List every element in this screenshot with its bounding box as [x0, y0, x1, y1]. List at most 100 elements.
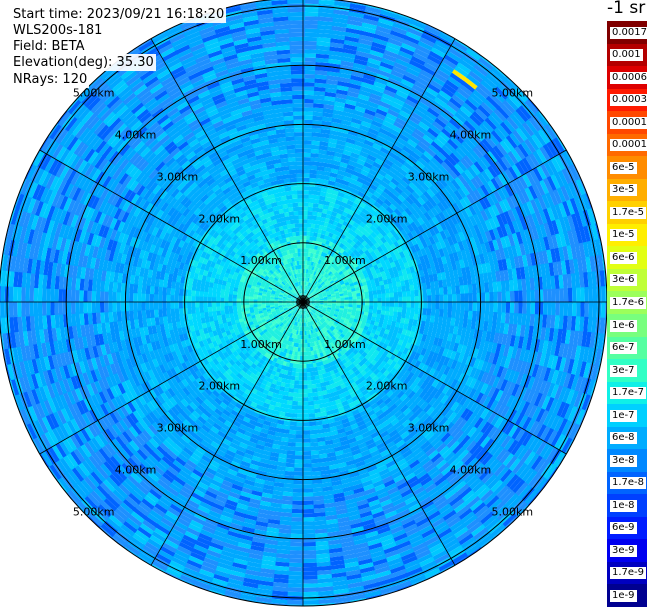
- data-cell: [303, 260, 306, 265]
- data-cell: [323, 273, 329, 278]
- data-cell: [276, 330, 282, 336]
- data-cell: [322, 307, 327, 310]
- data-cell: [296, 277, 299, 282]
- data-cell: [329, 288, 334, 292]
- data-cell: [275, 309, 280, 313]
- data-cell: [289, 324, 293, 329]
- data-cell: [292, 320, 296, 326]
- data-cell: [303, 148, 313, 154]
- data-cell: [338, 320, 344, 326]
- data-cell: [278, 267, 283, 272]
- data-cell: [303, 140, 313, 145]
- data-cell: [315, 318, 319, 323]
- data-cell: [316, 277, 321, 282]
- data-cell: [287, 294, 292, 297]
- data-cell: [304, 330, 307, 336]
- data-cell: [274, 276, 279, 282]
- data-cell: [325, 281, 330, 286]
- data-cell: [312, 319, 316, 325]
- data-cell: [296, 401, 303, 406]
- data-cell: [272, 313, 278, 318]
- data-cell: [313, 314, 317, 319]
- data-cell: [287, 306, 292, 309]
- data-cell: [309, 450, 319, 456]
- data-cell: [329, 280, 335, 285]
- data-cell: [303, 264, 306, 269]
- data-cell: [336, 317, 341, 322]
- data-cell: [323, 278, 328, 283]
- data-cell: [414, 289, 419, 297]
- data-cell: [287, 327, 292, 333]
- data-cell: [280, 333, 285, 338]
- data-cell: [317, 326, 322, 331]
- data-cell: [303, 144, 313, 149]
- data-cell: [295, 330, 299, 335]
- data-cell: [333, 322, 338, 327]
- data-cell: [291, 315, 295, 320]
- data-cell: [327, 307, 332, 310]
- data-cell: [316, 283, 321, 288]
- data-cell: [315, 312, 320, 316]
- data-cell: [286, 299, 291, 301]
- data-cell: [293, 316, 297, 321]
- data-cell: [295, 317, 298, 322]
- data-cell: [220, 305, 225, 311]
- data-cell: [330, 325, 336, 330]
- data-cell: [284, 264, 289, 269]
- data-cell: [335, 296, 341, 299]
- data-cell: [287, 276, 291, 282]
- data-cell: [295, 426, 303, 431]
- data-cell: [313, 328, 317, 333]
- data-cell: [307, 308, 311, 313]
- data-cell: [309, 442, 319, 447]
- data-cell: [472, 302, 477, 313]
- data-cell: [272, 278, 278, 283]
- data-cell: [265, 282, 270, 287]
- data-cell: [327, 283, 332, 288]
- data-cell: [456, 302, 461, 312]
- data-cell: [283, 307, 288, 311]
- data-cell: [327, 302, 332, 304]
- data-cell: [282, 286, 287, 290]
- data-cell: [291, 296, 296, 299]
- data-cell: [285, 458, 295, 464]
- data-cell: [303, 289, 305, 294]
- data-cell: [304, 335, 307, 340]
- data-cell: [289, 271, 293, 276]
- data-cell: [288, 313, 292, 318]
- data-cell: [455, 285, 461, 295]
- data-cell: [377, 293, 382, 299]
- data-cell: [459, 310, 465, 320]
- data-cell: [322, 271, 327, 277]
- data-cell: [311, 303, 316, 305]
- data-cell: [330, 311, 335, 315]
- data-cell: [319, 319, 324, 324]
- data-cell: [298, 322, 301, 327]
- data-cell: [282, 319, 287, 324]
- data-cell: [294, 292, 298, 296]
- data-cell: [279, 277, 284, 282]
- data-cell: [280, 310, 285, 314]
- data-cell: [291, 310, 295, 315]
- data-cell: [296, 322, 299, 327]
- data-cell: [278, 321, 283, 326]
- data-cell: [145, 292, 150, 302]
- data-cell: [303, 128, 314, 133]
- data-cell: [313, 285, 317, 290]
- data-cell: [271, 310, 276, 314]
- data-cell: [324, 287, 329, 291]
- data-cell: [318, 264, 323, 269]
- data-cell: [328, 278, 334, 283]
- data-cell: [290, 177, 298, 183]
- data-cell: [263, 286, 269, 291]
- data-cell: [326, 329, 331, 335]
- data-cell: [309, 283, 313, 288]
- data-cell: [326, 308, 331, 312]
- data-cell: [328, 286, 334, 291]
- data-cell: [322, 327, 327, 333]
- data-cell: [294, 317, 298, 322]
- data-cell: [319, 265, 324, 270]
- data-cell: [447, 309, 452, 319]
- data-cell: [309, 342, 313, 348]
